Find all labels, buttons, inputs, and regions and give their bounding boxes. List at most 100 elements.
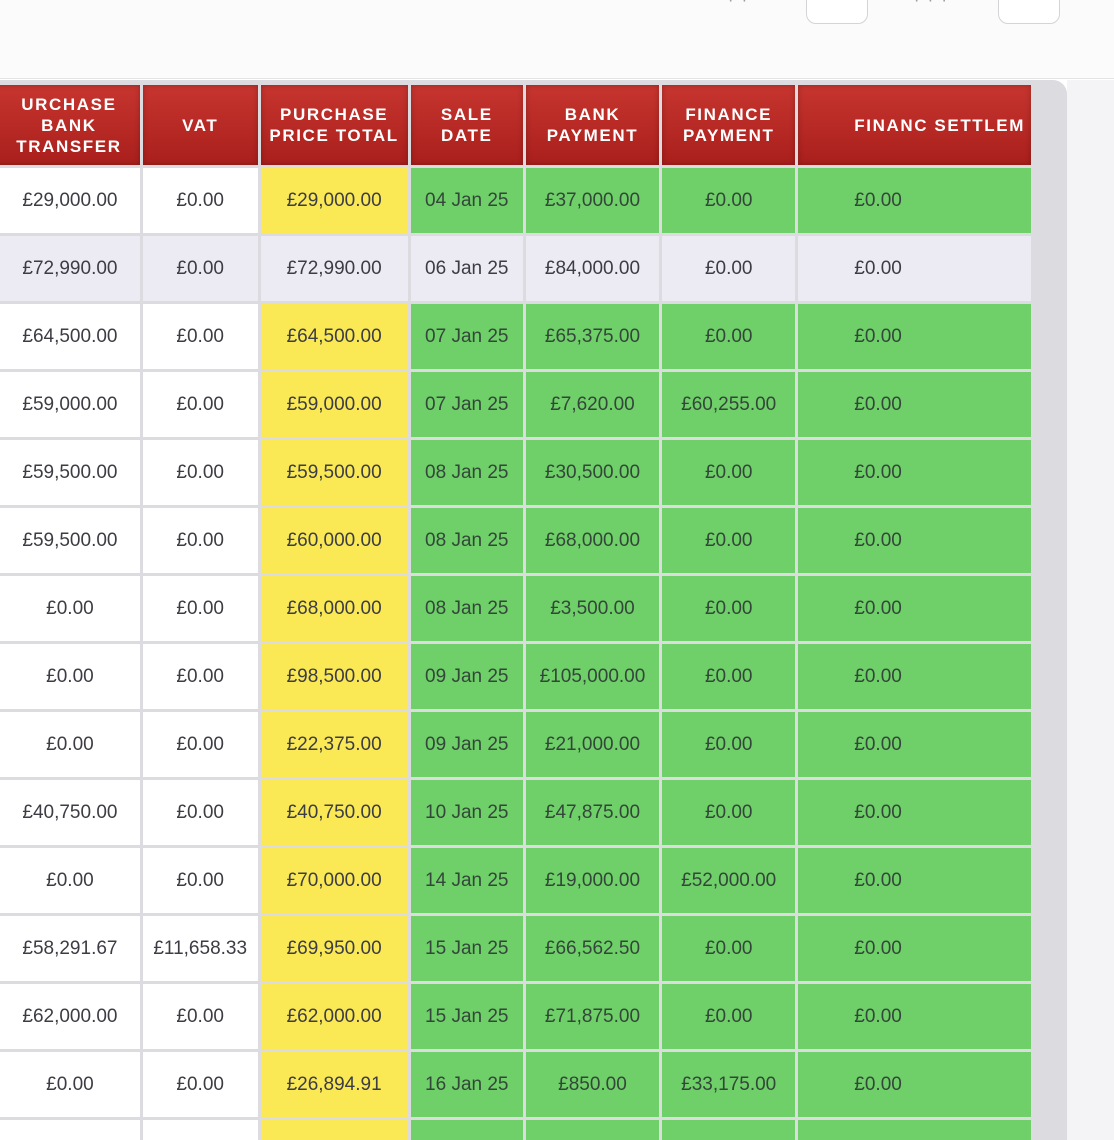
finance-payment-cell: £0.00 <box>662 304 796 369</box>
purchase-bank-transfer-cell: £0.00 <box>0 712 140 777</box>
vat-cell: £0.00 <box>142 236 258 301</box>
vat-cell: £0.00 <box>142 508 258 573</box>
table-row[interactable]: £0.00 £0.00 £68,000.00 08 Jan 25 £3,500.00 £0… <box>0 576 1031 641</box>
sale-date-cell: 14 Jan 25 <box>410 848 523 913</box>
finance-payment-cell: £60,255.00 <box>662 372 796 437</box>
finance-settlement-cell: £0.00 <box>798 440 1031 505</box>
table-row[interactable]: £59,000.00 £0.00 £59,000.00 07 Jan 25 £7,620… <box>0 372 1031 437</box>
purchase-bank-transfer-cell: £0.00 <box>0 576 140 641</box>
vat-cell: £0.00 <box>142 372 258 437</box>
table-row[interactable]: £64,500.00 £0.00 £64,500.00 07 Jan 25 £65,37… <box>0 304 1031 369</box>
bank-payment-cell: £3,500.00 <box>525 576 660 641</box>
finance-payment-cell: £0.00 <box>662 508 796 573</box>
bank-payment-cell: £66,562.50 <box>525 916 660 981</box>
finance-settlement-cell <box>798 1120 1031 1140</box>
purchase-price-total-cell: £59,000.00 <box>260 372 408 437</box>
purchase-price-total-cell: £69,950.00 <box>260 916 408 981</box>
vat-cell: £0.00 <box>142 644 258 709</box>
purchase-price-total-cell: £59,500.00 <box>260 440 408 505</box>
header-purchase-price-total[interactable]: PURCHASE PRICE TOTAL <box>260 85 408 165</box>
purchase-price-total-cell: £64,500.00 <box>260 304 408 369</box>
table-row[interactable]: £0.00 £0.00 £22,375.00 09 Jan 25 £21,000.00 £… <box>0 712 1031 777</box>
header-sale-date[interactable]: SALE DATE <box>410 85 523 165</box>
purchase-bank-transfer-cell: £59,000.00 <box>0 372 140 437</box>
vat-cell: £0.00 <box>142 780 258 845</box>
vat-cell: £0.00 <box>142 712 258 777</box>
purchase-bank-transfer-cell: £0.00 <box>0 1052 140 1117</box>
table-row[interactable]: £58,291.67 £11,658.33 £69,950.00 15 Jan 25 £… <box>0 916 1031 981</box>
sale-date-cell: 07 Jan 25 <box>410 372 523 437</box>
vat-cell <box>142 1120 258 1140</box>
vat-cell: £0.00 <box>142 440 258 505</box>
table-header-row: URCHASE BANK TRANSFER VAT PURCHASE PRICE… <box>0 85 1031 165</box>
header-purchase-bank-transfer[interactable]: URCHASE BANK TRANSFER <box>0 85 140 165</box>
header-finance-settlement[interactable]: FINANC SETTLEM <box>798 85 1031 165</box>
sale-date-cell: 10 Jan 25 <box>410 780 523 845</box>
vat-cell: £0.00 <box>142 984 258 1049</box>
bank-payment-cell: £68,000.00 <box>525 508 660 573</box>
table-row[interactable]: £0.00 £0.00 £26,894.91 16 Jan 25 £850.00 £33,… <box>0 1052 1031 1117</box>
finance-settlement-cell: £0.00 <box>798 780 1031 845</box>
purchase-bank-transfer-cell: £0.00 <box>0 848 140 913</box>
bank-payment-cell: £30,500.00 <box>525 440 660 505</box>
toolbar-button[interactable] <box>806 0 868 24</box>
finance-settlement-cell: £0.00 <box>798 712 1031 777</box>
finance-payment-cell: £0.00 <box>662 644 796 709</box>
table-row[interactable]: £29,000.00 £0.00 £29,000.00 04 Jan 25 £37,00… <box>0 168 1031 233</box>
finance-payment-cell: £52,000.00 <box>662 848 796 913</box>
finance-settlement-cell: £0.00 <box>798 576 1031 641</box>
finance-payment-cell: £0.00 <box>662 712 796 777</box>
purchase-bank-transfer-cell: £58,291.67 <box>0 916 140 981</box>
purchase-bank-transfer-cell: £29,000.00 <box>0 168 140 233</box>
table-row[interactable]: £0.00 £0.00 £98,500.00 09 Jan 25 £105,000.00… <box>0 644 1031 709</box>
finance-settlement-cell: £0.00 <box>798 372 1031 437</box>
finance-settlement-cell: £0.00 <box>798 508 1031 573</box>
bank-payment-cell: £71,875.00 <box>525 984 660 1049</box>
finance-payment-cell: £0.00 <box>662 984 796 1049</box>
bank-payment-cell: £21,000.00 <box>525 712 660 777</box>
vat-cell: £0.00 <box>142 576 258 641</box>
purchase-price-total-cell: £98,500.00 <box>260 644 408 709</box>
toolbar-text-fragment: · · <box>728 0 750 9</box>
purchase-price-total-cell: £62,000.00 <box>260 984 408 1049</box>
table-row[interactable] <box>0 1120 1031 1140</box>
vat-cell: £0.00 <box>142 168 258 233</box>
sale-date-cell: 09 Jan 25 <box>410 644 523 709</box>
finance-settlement-cell: £0.00 <box>798 916 1031 981</box>
sale-date-cell: 09 Jan 25 <box>410 712 523 777</box>
vat-cell: £0.00 <box>142 304 258 369</box>
purchase-price-total-cell: £72,990.00 <box>260 236 408 301</box>
sale-date-cell: 15 Jan 25 <box>410 916 523 981</box>
table-row[interactable]: £59,500.00 £0.00 £60,000.00 08 Jan 25 £68,00… <box>0 508 1031 573</box>
table-row[interactable]: £62,000.00 £0.00 £62,000.00 15 Jan 25 £71,87… <box>0 984 1031 1049</box>
purchase-bank-transfer-cell <box>0 1120 140 1140</box>
sale-date-cell: 06 Jan 25 <box>410 236 523 301</box>
toolbar-button[interactable] <box>998 0 1060 24</box>
bank-payment-cell: £19,000.00 <box>525 848 660 913</box>
header-bank-payment[interactable]: BANK PAYMENT <box>525 85 660 165</box>
table-row[interactable]: £40,750.00 £0.00 £40,750.00 10 Jan 25 £47,87… <box>0 780 1031 845</box>
header-finance-payment[interactable]: FINANCE PAYMENT <box>662 85 796 165</box>
sale-date-cell: 08 Jan 25 <box>410 508 523 573</box>
sale-date-cell: 08 Jan 25 <box>410 440 523 505</box>
finance-settlement-cell: £0.00 <box>798 848 1031 913</box>
purchase-price-total-cell <box>260 1120 408 1140</box>
header-vat[interactable]: VAT <box>142 85 258 165</box>
purchase-price-total-cell: £68,000.00 <box>260 576 408 641</box>
sale-date-cell <box>410 1120 523 1140</box>
table-row[interactable]: £72,990.00 £0.00 £72,990.00 06 Jan 25 £84,00… <box>0 236 1031 301</box>
purchase-price-total-cell: £29,000.00 <box>260 168 408 233</box>
purchase-bank-transfer-cell: £64,500.00 <box>0 304 140 369</box>
finance-payment-cell <box>662 1120 796 1140</box>
sale-date-cell: 16 Jan 25 <box>410 1052 523 1117</box>
purchase-price-total-cell: £26,894.91 <box>260 1052 408 1117</box>
sales-table-container[interactable]: URCHASE BANK TRANSFER VAT PURCHASE PRICE… <box>0 80 1067 1140</box>
purchase-bank-transfer-cell: £59,500.00 <box>0 508 140 573</box>
table-row[interactable]: £0.00 £0.00 £70,000.00 14 Jan 25 £19,000.00 £… <box>0 848 1031 913</box>
vat-cell: £0.00 <box>142 848 258 913</box>
table-row[interactable]: £59,500.00 £0.00 £59,500.00 08 Jan 25 £30,50… <box>0 440 1031 505</box>
vat-cell: £11,658.33 <box>142 916 258 981</box>
toolbar-text-fragment: · · · <box>914 0 949 9</box>
bank-payment-cell: £47,875.00 <box>525 780 660 845</box>
vat-cell: £0.00 <box>142 1052 258 1117</box>
